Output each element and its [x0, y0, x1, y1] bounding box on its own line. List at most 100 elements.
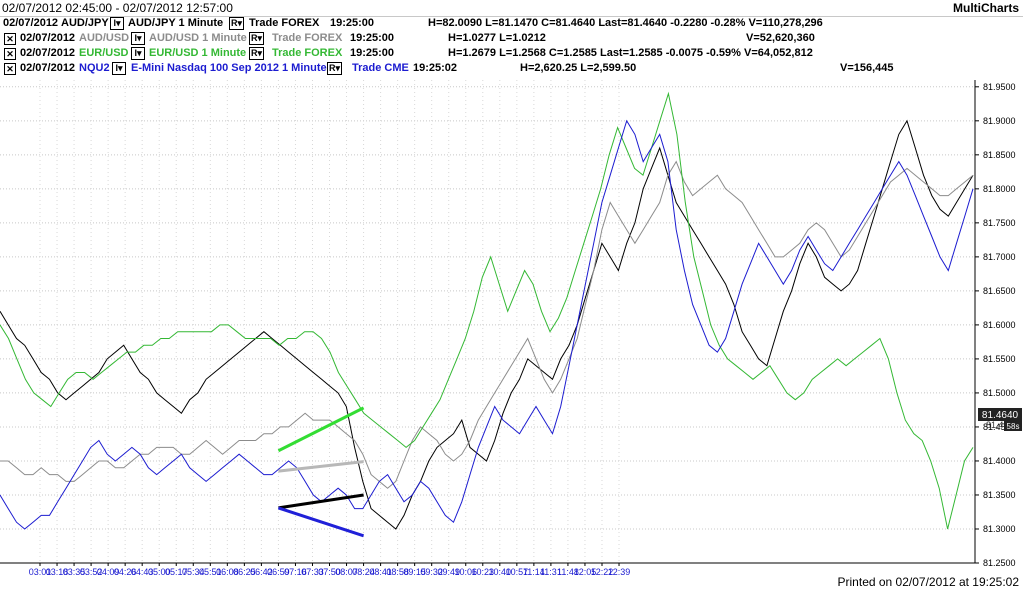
title-bar: 02/07/2012 02:45:00 - 02/07/2012 12:57:0…	[0, 0, 1023, 17]
x-tick-label: 09:15	[403, 567, 426, 577]
x-tick-label: 03:01	[29, 567, 52, 577]
x-tick-label: 04:43	[131, 567, 154, 577]
legend-symbol: EUR/USD	[79, 47, 129, 59]
legend-source: Trade FOREX	[249, 17, 320, 29]
x-tick-label: 11:48	[557, 567, 579, 577]
legend-time: 19:25:02	[413, 62, 458, 74]
x-tick-label: 05:34	[182, 567, 205, 577]
legend-time: 19:25:00	[330, 17, 375, 29]
interval-selector-icon[interactable]: I▾	[112, 62, 126, 75]
trendline-2[interactable]	[278, 493, 364, 510]
price-tag-value: 81.4640	[982, 410, 1019, 421]
x-tick-label: 03:52	[80, 567, 103, 577]
timer-box	[1004, 421, 1022, 431]
settings-r-icon[interactable]: R▾	[327, 62, 342, 75]
x-tick-label: 11:14	[523, 567, 545, 577]
x-tick-label: 05:00	[148, 567, 171, 577]
y-tick-label: 81.4000	[983, 456, 1016, 466]
last-price-tag: 81.4640 81.4 58s	[978, 408, 1022, 431]
x-tick-label: 11:31	[540, 567, 562, 577]
y-tick-label: 81.2500	[983, 558, 1016, 568]
bar-timer: 58s	[1007, 422, 1020, 431]
close-icon[interactable]: ✕	[4, 33, 16, 45]
settings-r-icon[interactable]: R▾	[249, 47, 264, 60]
legend-row-eurusd: ✕ 02/07/2012 EUR/USD I▾ EUR/USD 1 Minute…	[0, 46, 975, 62]
interval-selector-icon[interactable]: I▾	[131, 47, 145, 60]
x-tick-label: 10:23	[472, 567, 495, 577]
x-tick-label: 05:51	[199, 567, 222, 577]
settings-r-icon[interactable]: R▾	[249, 32, 264, 45]
x-tick-label: 06:25	[233, 567, 256, 577]
y-tick-label: 81.8500	[983, 150, 1016, 160]
x-tick-label: 03:18	[46, 567, 69, 577]
close-icon[interactable]: ✕	[4, 63, 16, 75]
date-range: 02/07/2012 02:45:00 - 02/07/2012 12:57:0…	[2, 1, 233, 15]
legend-date: 02/07/2012	[20, 47, 76, 59]
legend-row-audusd: ✕ 02/07/2012 AUD/USD I▾ AUD/USD 1 Minute…	[0, 31, 975, 47]
legend-desc: AUD/USD 1 Minute	[149, 32, 247, 44]
price-tag-sub: 81.4	[986, 420, 1004, 430]
app-brand: MultiCharts	[953, 1, 1019, 15]
legend-desc: E-Mini Nasdaq 100 Sep 2012 1 Minute	[131, 62, 327, 74]
legend-stats: H=2,620.25 L=2,599.50	[520, 62, 637, 74]
legend-row-nqu2: ✕ 02/07/2012 NQU2 I▾ E-Mini Nasdaq 100 S…	[0, 61, 975, 77]
y-tick-label: 81.6500	[983, 286, 1016, 296]
interval-selector-icon[interactable]: I▾	[131, 32, 145, 45]
x-tick-label: 08:07	[335, 567, 358, 577]
x-tick-label: 06:59	[267, 567, 290, 577]
trendline-3[interactable]	[277, 506, 365, 538]
y-tick-label: 81.9500	[983, 82, 1016, 92]
x-tick-label: 08:24	[352, 567, 375, 577]
x-tick-label: 07:16	[284, 567, 307, 577]
x-axis-labels: 03:0103:1803:3503:5204:0904:2604:4305:00…	[29, 563, 630, 577]
legend-date: 02/07/2012	[20, 62, 76, 74]
legend-row-audjpy: 02/07/2012 AUD/JPY I▾ AUD/JPY 1 Minute R…	[0, 16, 975, 32]
y-tick-label: 81.5000	[983, 388, 1016, 398]
x-tick-label: 10:57	[506, 567, 529, 577]
x-tick-label: 09:32	[420, 567, 443, 577]
legend-volume: V=52,620,360	[746, 32, 815, 44]
interval-selector-icon[interactable]: I▾	[110, 17, 124, 30]
legend-date: 02/07/2012	[20, 32, 76, 44]
settings-r-icon[interactable]: R▾	[229, 17, 244, 30]
printed-footer: Printed on 02/07/2012 at 19:25:02	[837, 575, 1019, 589]
x-tick-label: 03:35	[63, 567, 86, 577]
close-icon[interactable]: ✕	[4, 48, 16, 60]
x-tick-label: 06:08	[216, 567, 239, 577]
y-tick-label: 81.8000	[983, 184, 1016, 194]
price-tag-box	[978, 408, 1022, 421]
series-line-eurusd	[0, 91, 974, 530]
trendline-1[interactable]	[278, 460, 364, 473]
x-tick-label: 09:49	[437, 567, 460, 577]
chart-grid	[0, 80, 975, 564]
x-tick-label: 07:33	[301, 567, 324, 577]
legend-desc: EUR/USD 1 Minute	[149, 47, 247, 59]
y-tick-label: 81.6000	[983, 320, 1016, 330]
x-tick-label: 05:17	[165, 567, 188, 577]
legend-volume: V=156,445	[840, 62, 894, 74]
x-tick-label: 04:09	[97, 567, 120, 577]
chart-series	[0, 91, 974, 530]
legend-stats: H=1.0277 L=1.0212	[448, 32, 546, 44]
series-line-audjpy	[0, 119, 974, 530]
trendline-0[interactable]	[277, 406, 365, 453]
y-axis-labels: 81.9500 81.9000 81.8500 81.8000 81.7500 81.70…	[975, 82, 1016, 568]
y-tick-label: 81.5500	[983, 354, 1016, 364]
x-tick-label: 12:05	[574, 567, 597, 577]
trendlines	[277, 406, 365, 538]
x-tick-label: 06:42	[250, 567, 273, 577]
legend-desc: AUD/JPY 1 Minute	[128, 17, 224, 29]
legend-symbol: AUD/USD	[79, 32, 130, 44]
x-tick-label: 10:06	[454, 567, 477, 577]
x-tick-label: 07:50	[318, 567, 341, 577]
y-tick-label: 81.3000	[983, 524, 1016, 534]
y-tick-label: 81.9000	[983, 116, 1016, 126]
y-tick-label: 81.3500	[983, 490, 1016, 500]
x-tick-label: 08:41	[369, 567, 392, 577]
y-tick-label: 81.7500	[983, 218, 1016, 228]
legend-time: 19:25:00	[350, 47, 395, 59]
legend-source: Trade CME	[352, 62, 409, 74]
series-line-nqu2	[0, 119, 974, 530]
series-line-audusd	[0, 160, 974, 489]
